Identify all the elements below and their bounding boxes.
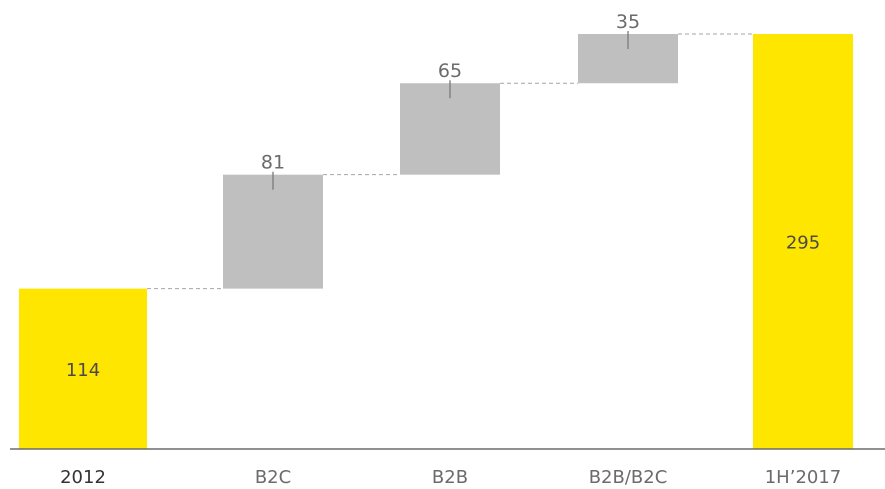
x-tick-label: B2C	[255, 467, 291, 488]
bar-value-label: 81	[261, 152, 285, 174]
bar-value-label: 114	[66, 360, 100, 381]
bar-value-label: 35	[616, 11, 640, 33]
increment-bar	[400, 83, 500, 175]
bar-value-label: 65	[438, 60, 462, 82]
total-bar	[19, 288, 147, 449]
x-tick-label: 2012	[60, 467, 106, 488]
increment-bar	[223, 174, 323, 289]
x-tick-label: B2B	[432, 467, 468, 488]
total-bar	[753, 34, 853, 449]
bar-value-label: 295	[786, 233, 820, 254]
x-tick-label: B2B/B2C	[589, 467, 668, 488]
x-tick-label: 1H’2017	[765, 467, 842, 488]
